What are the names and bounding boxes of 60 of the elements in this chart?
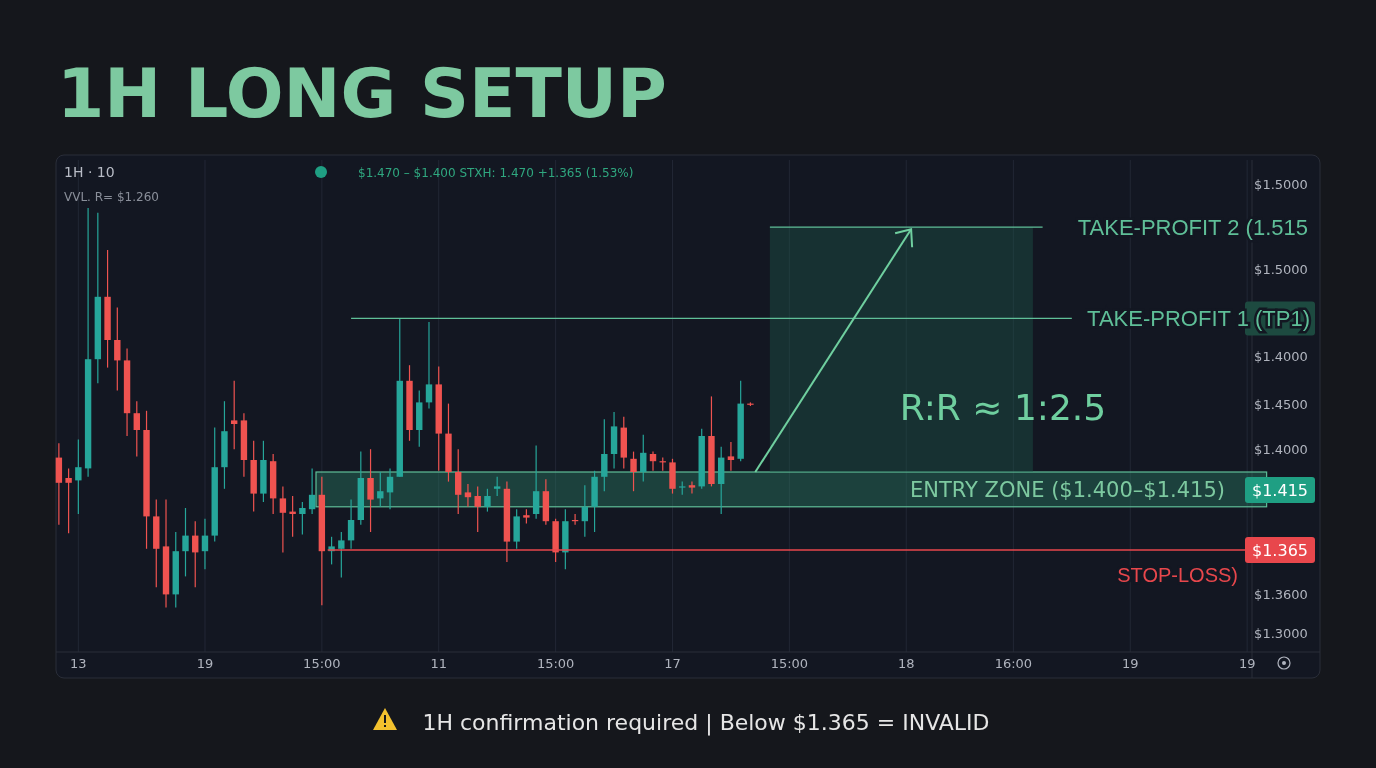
candlestick: [338, 531, 345, 579]
annotation: R:R ≈ 1:2.5: [899, 387, 1107, 428]
text: 1H confirmation required | Below $1.365 = INVALID: [422, 710, 990, 736]
band-label: ENTRY ZONE ($1.400–$1.415): [910, 478, 1225, 503]
candlestick: [182, 507, 189, 577]
candlestick: [455, 448, 462, 515]
annotation: VVL. R= $1.260: [64, 190, 159, 204]
candlestick: [386, 467, 394, 510]
candlestick: [65, 467, 72, 534]
x-tick-label: 19: [1122, 656, 1139, 671]
x-tick-label: 15:00: [303, 656, 341, 671]
annotation: 1H · 10: [64, 164, 115, 180]
candlestick: [201, 518, 209, 570]
chart-title: 1H LONG SETUP: [57, 54, 667, 133]
candlestick: [649, 451, 657, 472]
ref-line-label: STOP-LOSS): [1117, 564, 1238, 586]
candlestick: [630, 451, 637, 492]
text: $1.3600: [1254, 587, 1308, 602]
candlestick: [279, 485, 287, 553]
candlestick: [640, 434, 647, 483]
candlestick: [601, 418, 608, 492]
candlestick: [289, 495, 296, 538]
text: $1.4000: [1254, 442, 1308, 457]
x-tick-label: 19: [1238, 656, 1256, 671]
candlestick: [75, 439, 82, 515]
x-tick-label: 11: [430, 656, 447, 671]
text: $1.3000: [1254, 626, 1308, 641]
text: $1.5000: [1254, 177, 1308, 192]
candlestick: [581, 484, 589, 538]
x-tick-label: 19: [196, 656, 214, 671]
candlestick: [727, 441, 735, 472]
annotation: $1.470 – $1.400 STXH: 1.470 +1.365 (1.53%): [358, 166, 634, 180]
x-tick-label: 15:00: [770, 656, 809, 671]
candlestick: [367, 448, 374, 533]
x-tick-label: 15:00: [536, 656, 575, 671]
candlestick: [230, 380, 238, 450]
y-tick-label: $1.365: [1252, 541, 1308, 560]
candlestick: [377, 471, 384, 508]
x-tick-label: 17: [664, 656, 681, 671]
x-tick-label: 16:00: [994, 656, 1033, 671]
x-tick-label: 18: [897, 656, 915, 671]
candlestick: [299, 501, 306, 535]
x-tick-label: 13: [70, 656, 87, 671]
text: $1.5000: [1254, 262, 1308, 277]
candlestick: [474, 485, 481, 533]
candlestick: [114, 307, 121, 391]
candlestick: [425, 321, 433, 409]
candlestick: [532, 445, 540, 520]
candlestick: [133, 400, 140, 457]
text: $1.4000: [1254, 349, 1308, 364]
candlestick: [347, 499, 355, 550]
candlestick: [308, 467, 316, 515]
candlestick: [484, 488, 491, 513]
text: $1.4500: [1254, 397, 1308, 412]
candlestick: [493, 476, 501, 497]
y-tick-label: $1.415: [1252, 481, 1308, 500]
candlestick: [688, 481, 696, 495]
ref-line-label: TAKE-PROFIT 2 (1.515: [1077, 215, 1308, 241]
candlestick: [464, 483, 472, 508]
ref-line-label: TAKE-PROFIT 1 (TP1): [1087, 306, 1310, 332]
